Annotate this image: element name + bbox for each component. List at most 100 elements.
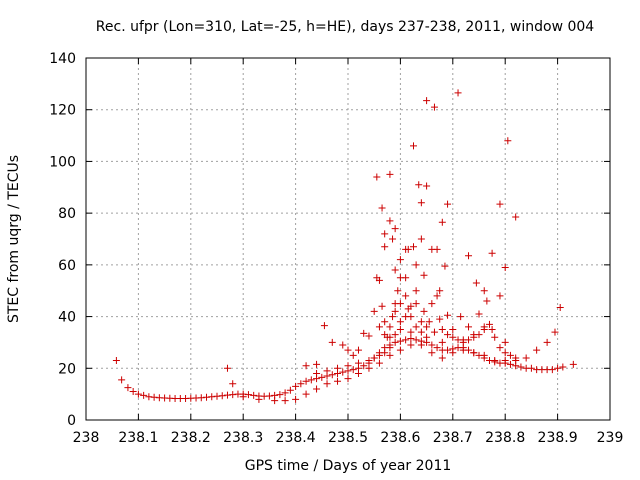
data-point xyxy=(506,360,514,368)
data-point xyxy=(454,89,462,97)
x-tick-label: 238.2 xyxy=(171,430,211,446)
data-point xyxy=(485,320,493,328)
data-point xyxy=(480,323,488,331)
data-point xyxy=(417,235,425,243)
data-point xyxy=(423,323,431,331)
data-point xyxy=(444,346,452,354)
data-point xyxy=(375,359,383,367)
data-point xyxy=(423,97,431,105)
data-point xyxy=(339,368,347,376)
data-point xyxy=(375,351,383,359)
data-point xyxy=(381,318,389,326)
chart-title: Rec. ufpr (Lon=310, Lat=-25, h=HE), days… xyxy=(96,19,595,35)
data-point xyxy=(360,362,368,370)
data-point xyxy=(465,323,473,331)
x-tick-label: 238.8 xyxy=(485,430,525,446)
data-point xyxy=(213,392,221,400)
data-point xyxy=(420,307,428,315)
data-point xyxy=(381,243,389,251)
data-point xyxy=(417,341,425,349)
data-point xyxy=(488,326,496,333)
x-tick-label: 238.5 xyxy=(328,430,368,446)
data-point xyxy=(318,373,326,381)
data-point xyxy=(112,357,120,365)
data-point xyxy=(381,230,389,238)
data-point xyxy=(320,322,328,330)
data-point xyxy=(208,393,216,401)
data-point xyxy=(428,300,436,308)
data-point xyxy=(444,200,452,208)
data-point xyxy=(354,359,362,367)
data-point xyxy=(354,346,362,354)
y-axis-label: STEC from uqrg / TECUs xyxy=(6,155,22,323)
data-point xyxy=(480,351,488,359)
data-point xyxy=(501,357,509,365)
x-tick-label: 238.1 xyxy=(118,430,158,446)
data-point xyxy=(402,292,410,300)
y-tick-label: 120 xyxy=(49,103,76,119)
y-tick-label: 100 xyxy=(49,154,76,170)
data-point xyxy=(197,394,205,402)
data-point xyxy=(349,351,357,359)
data-point xyxy=(512,213,520,221)
data-point xyxy=(428,349,436,357)
data-point xyxy=(559,363,567,371)
data-point xyxy=(386,323,394,331)
data-point xyxy=(501,263,509,271)
data-point xyxy=(365,357,373,365)
data-point xyxy=(313,385,321,393)
data-point xyxy=(449,333,457,341)
data-point xyxy=(286,386,294,394)
x-axis-label: GPS time / Days of year 2011 xyxy=(245,458,452,474)
data-point xyxy=(441,262,449,270)
data-point xyxy=(506,351,514,359)
data-point xyxy=(386,333,394,341)
data-point xyxy=(389,235,397,243)
y-tick-label: 0 xyxy=(67,413,76,429)
x-tick-label: 238.7 xyxy=(433,430,473,446)
data-point xyxy=(488,249,496,257)
data-point xyxy=(402,336,410,344)
data-point xyxy=(412,287,420,295)
data-point xyxy=(396,337,404,345)
data-point xyxy=(323,380,331,388)
data-point xyxy=(203,393,211,401)
data-point xyxy=(394,287,402,295)
data-point xyxy=(438,354,446,362)
data-point xyxy=(428,341,436,349)
data-point xyxy=(438,338,446,346)
data-point xyxy=(543,338,551,346)
data-point xyxy=(425,318,433,326)
data-point xyxy=(150,393,158,401)
data-point xyxy=(391,225,399,233)
x-tick-label: 238.3 xyxy=(223,430,263,446)
data-point xyxy=(407,341,415,349)
data-point xyxy=(391,307,399,315)
data-point xyxy=(472,279,480,287)
data-point xyxy=(517,363,525,371)
data-point xyxy=(250,391,258,399)
data-point xyxy=(386,170,394,178)
data-point xyxy=(496,344,504,352)
data-point xyxy=(373,173,381,181)
data-point xyxy=(433,245,441,253)
data-point xyxy=(417,199,425,207)
data-point xyxy=(365,364,373,372)
data-point xyxy=(483,297,491,305)
y-tick-label: 20 xyxy=(58,361,76,377)
data-point xyxy=(491,357,499,365)
data-point xyxy=(412,261,420,269)
data-point xyxy=(378,302,386,310)
data-point xyxy=(378,204,386,212)
data-point xyxy=(417,318,425,326)
data-point xyxy=(281,389,289,397)
data-point xyxy=(386,344,394,352)
y-tick-label: 140 xyxy=(49,51,76,67)
data-point xyxy=(417,328,425,336)
x-tick-label: 239 xyxy=(597,430,624,446)
data-point xyxy=(129,388,137,396)
data-point xyxy=(449,349,457,357)
data-point xyxy=(496,200,504,208)
data-point xyxy=(420,271,428,279)
data-point xyxy=(239,393,247,401)
